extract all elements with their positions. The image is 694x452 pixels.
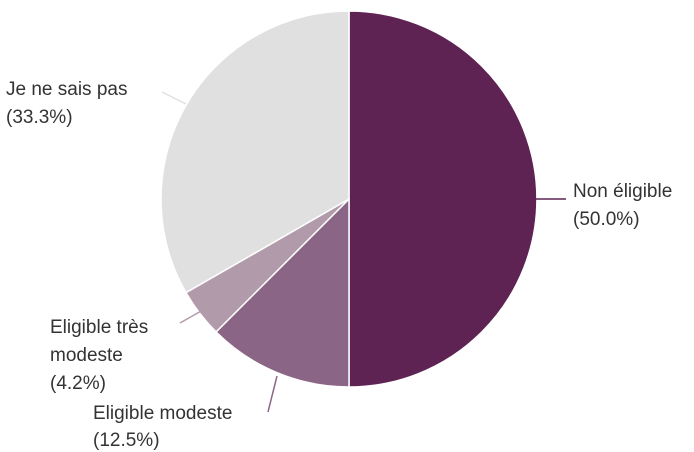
label-je-ne-sais-pas: Je ne sais pas: [6, 79, 127, 100]
label-eligible-tres-modeste-line2: modeste: [50, 345, 123, 366]
percent-eligible-modeste: (12.5%): [93, 430, 160, 451]
percent-eligible-tres-modeste: (4.2%): [50, 373, 106, 394]
leader-lines: [161, 91, 566, 413]
slice-labels: Non éligible (50.0%) Eligible modeste (1…: [6, 79, 672, 451]
percent-non-eligible: (50.0%): [573, 209, 640, 230]
label-eligible-modeste: Eligible modeste: [93, 403, 232, 424]
pie-slice-non-eligible: [348, 10, 538, 388]
leader-line-eligible-modeste: [267, 375, 278, 413]
label-eligible-tres-modeste: Eligible très: [50, 317, 148, 338]
pie-slice-eligible-modeste: [214, 197, 350, 388]
pie-slice-je-ne-sais-pas: [160, 10, 350, 294]
label-non-eligible: Non éligible: [573, 181, 672, 202]
percent-je-ne-sais-pas: (33.3%): [6, 107, 73, 128]
leader-line-eligible-tres-modeste: [179, 309, 204, 324]
leader-line-je-ne-sais-pas: [161, 91, 187, 105]
pie-slices: [160, 10, 538, 388]
